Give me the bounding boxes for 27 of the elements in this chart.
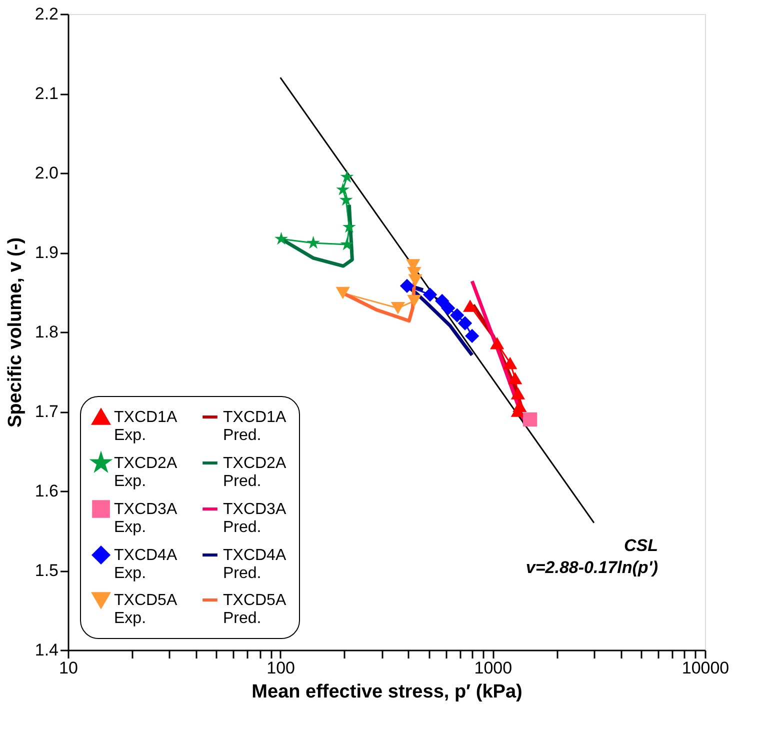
y-tick-label: 2.0 [34, 164, 58, 182]
y-tick-label: 2.1 [34, 84, 58, 103]
legend-label: TXCD1A Exp. [114, 409, 178, 444]
x-tick-label: 10000 [682, 658, 730, 678]
y-tick-label: 1.9 [34, 243, 58, 262]
annotation: v=2.88-0.17ln(p') [526, 558, 658, 577]
legend-label: TXCD5A Exp. [114, 592, 178, 627]
y-tick-label: 1.7 [34, 402, 58, 421]
legend-label: TXCD4A Pred. [223, 547, 286, 582]
legend-label: TXCD2A Exp. [114, 455, 178, 490]
legend-label: TXCD4A Exp. [114, 547, 178, 582]
y-tick-label: 1.6 [34, 482, 58, 500]
x-tick-label: 10 [59, 658, 78, 678]
x-tick-label: 1000 [474, 658, 512, 678]
legend-label: TXCD1A Pred. [223, 409, 286, 444]
x-axis-title: Mean effective stress, p′ (kPa) [252, 682, 522, 702]
x-tick-label: 100 [266, 658, 296, 678]
legend-label: TXCD3A Pred. [223, 501, 286, 536]
y-tick-label: 2.2 [34, 4, 58, 24]
y-tick-label: 1.8 [34, 322, 58, 342]
legend-label: TXCD3A Exp. [114, 501, 178, 536]
legend-label: TXCD2A Pred. [223, 455, 286, 490]
legend-label: TXCD5A Pred. [223, 592, 286, 627]
annotation: CSL [624, 536, 658, 555]
y-tick-label: 1.5 [34, 561, 58, 580]
y-axis-title: Specific volume, v (-) [4, 237, 26, 428]
y-tick-label: 1.4 [34, 640, 58, 660]
